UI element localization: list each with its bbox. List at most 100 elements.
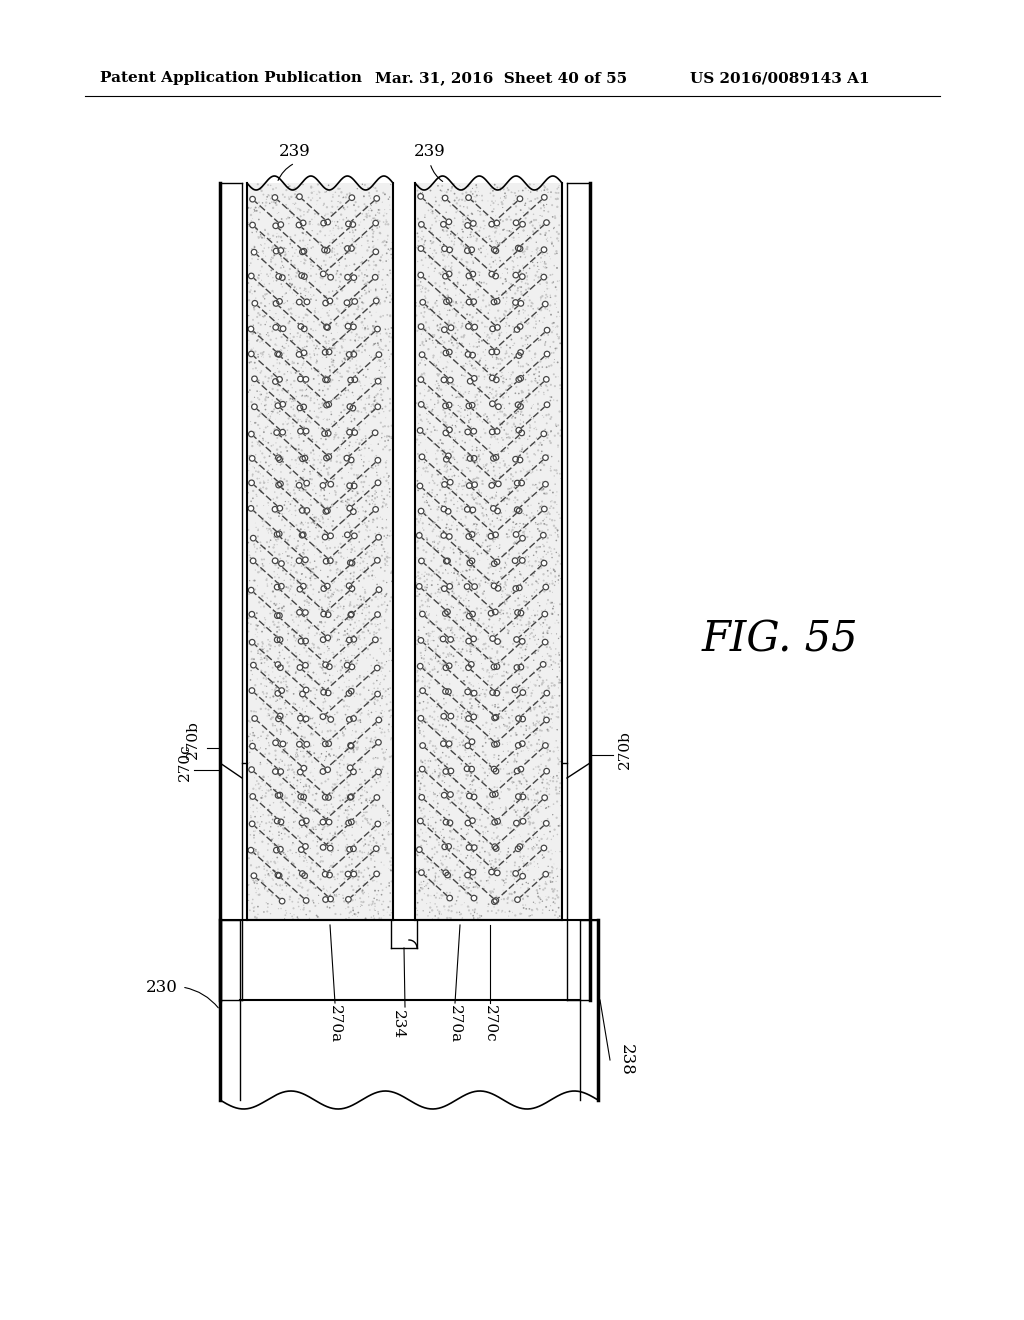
Point [290,259,306,280]
Point [430,766,446,787]
Point [410,321,426,342]
Point [424,614,440,635]
Point [441,310,458,331]
Point [297,787,313,808]
Point [327,242,343,263]
Point [500,438,516,459]
Point [245,779,261,800]
Point [369,841,385,862]
Point [442,224,459,246]
Point [537,878,553,899]
Point [411,719,427,741]
Point [332,209,348,230]
Point [377,527,393,548]
Point [527,833,544,854]
Point [334,329,350,350]
Point [333,663,349,684]
Circle shape [327,348,332,355]
Point [352,750,369,771]
Circle shape [249,480,254,486]
Point [382,851,398,873]
Point [353,227,370,248]
Point [324,550,340,572]
Point [485,198,502,219]
Point [432,556,449,577]
Point [284,891,300,912]
Point [465,348,481,370]
Point [338,479,354,500]
Point [532,247,549,268]
Point [443,374,460,395]
Point [324,739,340,760]
Point [304,669,321,690]
Point [323,309,339,330]
Point [537,321,553,342]
Point [536,708,552,729]
Circle shape [492,664,497,669]
Point [316,671,333,692]
Point [505,251,521,272]
Point [287,292,303,313]
Point [541,704,557,725]
Point [523,228,540,249]
Point [409,634,425,655]
Point [279,271,295,292]
Point [494,487,510,508]
Point [481,859,498,880]
Point [317,339,334,360]
Point [288,500,304,521]
Point [356,718,373,739]
Point [542,766,558,787]
Point [336,776,352,797]
Point [410,209,426,230]
Point [357,605,374,626]
Point [296,417,312,438]
Point [296,213,312,234]
Point [429,537,445,558]
Circle shape [274,532,280,537]
Point [267,627,284,648]
Point [421,626,437,647]
Point [253,293,269,314]
Point [349,739,366,760]
Point [531,719,548,741]
Point [266,191,283,213]
Point [452,719,468,741]
Point [322,822,338,843]
Point [422,898,438,919]
Circle shape [420,767,425,772]
Point [347,331,364,352]
Circle shape [250,558,256,564]
Point [455,470,471,491]
Point [539,272,555,293]
Point [326,855,342,876]
Point [526,697,543,718]
Point [413,774,429,795]
Point [281,747,297,768]
Point [504,762,520,783]
Point [492,682,508,704]
Point [489,441,506,462]
Point [489,826,506,847]
Point [322,359,338,380]
Point [338,631,354,652]
Point [335,884,351,906]
Point [537,795,553,816]
Point [435,469,452,490]
Point [381,721,397,742]
Point [383,781,399,803]
Point [379,484,395,506]
Point [481,609,498,630]
Point [373,660,389,681]
Point [276,692,293,713]
Point [540,623,556,644]
Point [444,586,461,607]
Circle shape [375,821,381,826]
Point [358,516,375,537]
Circle shape [471,636,476,642]
Circle shape [252,404,257,409]
Point [303,558,319,579]
Point [538,228,554,249]
Point [259,576,275,597]
Point [470,533,486,554]
